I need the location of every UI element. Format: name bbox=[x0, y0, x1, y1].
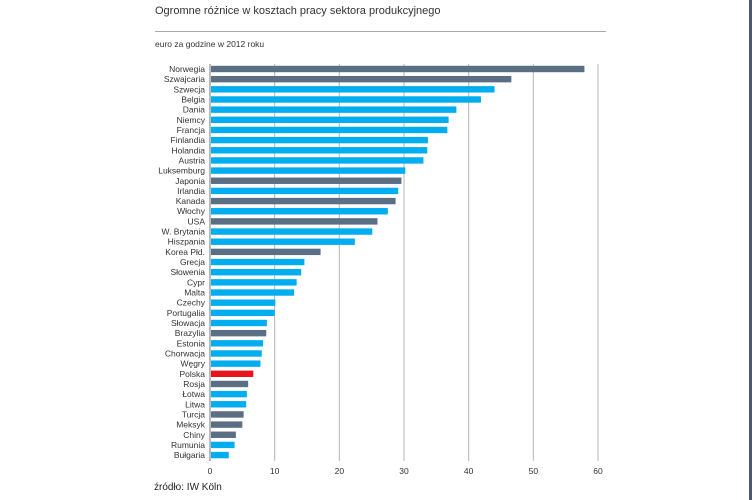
category-label: Hiszpania bbox=[168, 237, 206, 247]
x-tick-label: 0 bbox=[208, 466, 213, 476]
x-tick-label: 10 bbox=[270, 466, 280, 476]
bar-luksemburg bbox=[211, 167, 406, 174]
category-label: Belgia bbox=[181, 94, 205, 104]
x-tick-label: 40 bbox=[464, 466, 474, 476]
bar-czechy bbox=[211, 299, 276, 306]
bar-chorwacja bbox=[211, 350, 262, 357]
bar-szwajcaria bbox=[211, 75, 512, 83]
bar-szwecja bbox=[211, 86, 495, 93]
bar-francja bbox=[211, 126, 448, 134]
bar-grecja bbox=[211, 258, 305, 266]
category-label: Dania bbox=[183, 105, 205, 115]
bar-korea-płd- bbox=[211, 248, 321, 256]
bar-malta bbox=[211, 289, 295, 296]
category-label: Rosja bbox=[183, 379, 205, 389]
bar-hiszpania bbox=[211, 238, 355, 245]
title-divider bbox=[155, 31, 606, 32]
category-label: W. Brytania bbox=[162, 227, 206, 237]
bar-włochy bbox=[211, 208, 388, 215]
category-label: Czechy bbox=[177, 298, 206, 308]
bar-łotwa bbox=[211, 390, 247, 398]
window-border bbox=[749, 0, 752, 500]
category-label: Portugalia bbox=[167, 308, 206, 318]
category-label: Chorwacja bbox=[165, 348, 205, 358]
category-label: Szwajcaria bbox=[164, 74, 205, 84]
category-label: Rumunia bbox=[171, 440, 205, 450]
bar-brazylia bbox=[211, 329, 267, 337]
bar-słowenia bbox=[211, 269, 302, 276]
bar-meksyk bbox=[211, 421, 243, 428]
chart-title: Ogromne różnice w kosztach pracy sektora… bbox=[155, 5, 441, 17]
category-label: Norwegia bbox=[169, 64, 205, 74]
bar-rosja bbox=[211, 380, 249, 388]
category-label: Malta bbox=[184, 288, 205, 298]
category-label: Korea Płd. bbox=[165, 247, 205, 257]
bar-rumunia bbox=[211, 441, 235, 449]
bar-turcja bbox=[211, 411, 244, 418]
category-label: Węgry bbox=[180, 359, 205, 369]
source-note: źródło: IW Köln bbox=[154, 482, 222, 493]
bar-chiny bbox=[211, 431, 236, 438]
category-label: Chiny bbox=[183, 430, 205, 440]
category-label: Japonia bbox=[175, 176, 205, 186]
bar-japonia bbox=[211, 177, 402, 184]
bar-holandia bbox=[211, 147, 428, 154]
category-label: USA bbox=[188, 216, 206, 226]
bar-słowacja bbox=[211, 319, 267, 327]
bar-cypr bbox=[211, 279, 297, 286]
bar-irlandia bbox=[211, 187, 399, 195]
category-label: Polska bbox=[179, 369, 205, 379]
category-label: Finlandia bbox=[171, 135, 206, 145]
category-label: Irlandia bbox=[177, 186, 205, 196]
bar-dania bbox=[211, 106, 457, 113]
category-label: Holandia bbox=[171, 145, 205, 155]
bar-belgia bbox=[211, 96, 481, 103]
bar-austria bbox=[211, 157, 424, 164]
category-label: Francja bbox=[177, 125, 206, 135]
bar-usa bbox=[211, 218, 378, 225]
x-tick-label: 50 bbox=[529, 466, 539, 476]
category-label: Austria bbox=[179, 155, 206, 165]
bar-estonia bbox=[211, 340, 264, 347]
category-label: Słowenia bbox=[171, 267, 206, 277]
bar-niemcy bbox=[211, 116, 449, 123]
bar-portugalia bbox=[211, 309, 275, 317]
category-label: Włochy bbox=[177, 206, 206, 216]
category-label: Szwecja bbox=[173, 84, 205, 94]
category-label: Litwa bbox=[185, 399, 205, 409]
category-label: Grecja bbox=[180, 257, 205, 267]
category-label: Cypr bbox=[187, 277, 205, 287]
category-label: Łotwa bbox=[182, 389, 205, 399]
x-tick-label: 30 bbox=[399, 466, 409, 476]
bar-w-brytania bbox=[211, 228, 373, 235]
category-label: Kanada bbox=[176, 196, 206, 206]
bar-węgry bbox=[211, 360, 261, 367]
bar-litwa bbox=[211, 401, 247, 408]
bar-norwegia bbox=[211, 65, 585, 73]
bar-polska bbox=[211, 370, 254, 377]
category-label: Meksyk bbox=[176, 420, 206, 430]
bar-kanada bbox=[211, 197, 396, 205]
chart-subtitle: euro za godzine w 2012 roku bbox=[155, 39, 265, 49]
category-label: Brazylia bbox=[175, 328, 206, 338]
category-label: Bułgaria bbox=[174, 450, 205, 460]
category-label: Niemcy bbox=[177, 115, 206, 125]
bar-bułgaria bbox=[211, 451, 229, 459]
x-tick-label: 20 bbox=[335, 466, 345, 476]
category-label: Turcja bbox=[182, 409, 206, 419]
category-label: Estonia bbox=[177, 338, 206, 348]
x-tick-label: 60 bbox=[593, 466, 603, 476]
bar-finlandia bbox=[211, 136, 428, 144]
category-label: Luksemburg bbox=[158, 166, 205, 176]
category-label: Słowacja bbox=[171, 318, 205, 328]
